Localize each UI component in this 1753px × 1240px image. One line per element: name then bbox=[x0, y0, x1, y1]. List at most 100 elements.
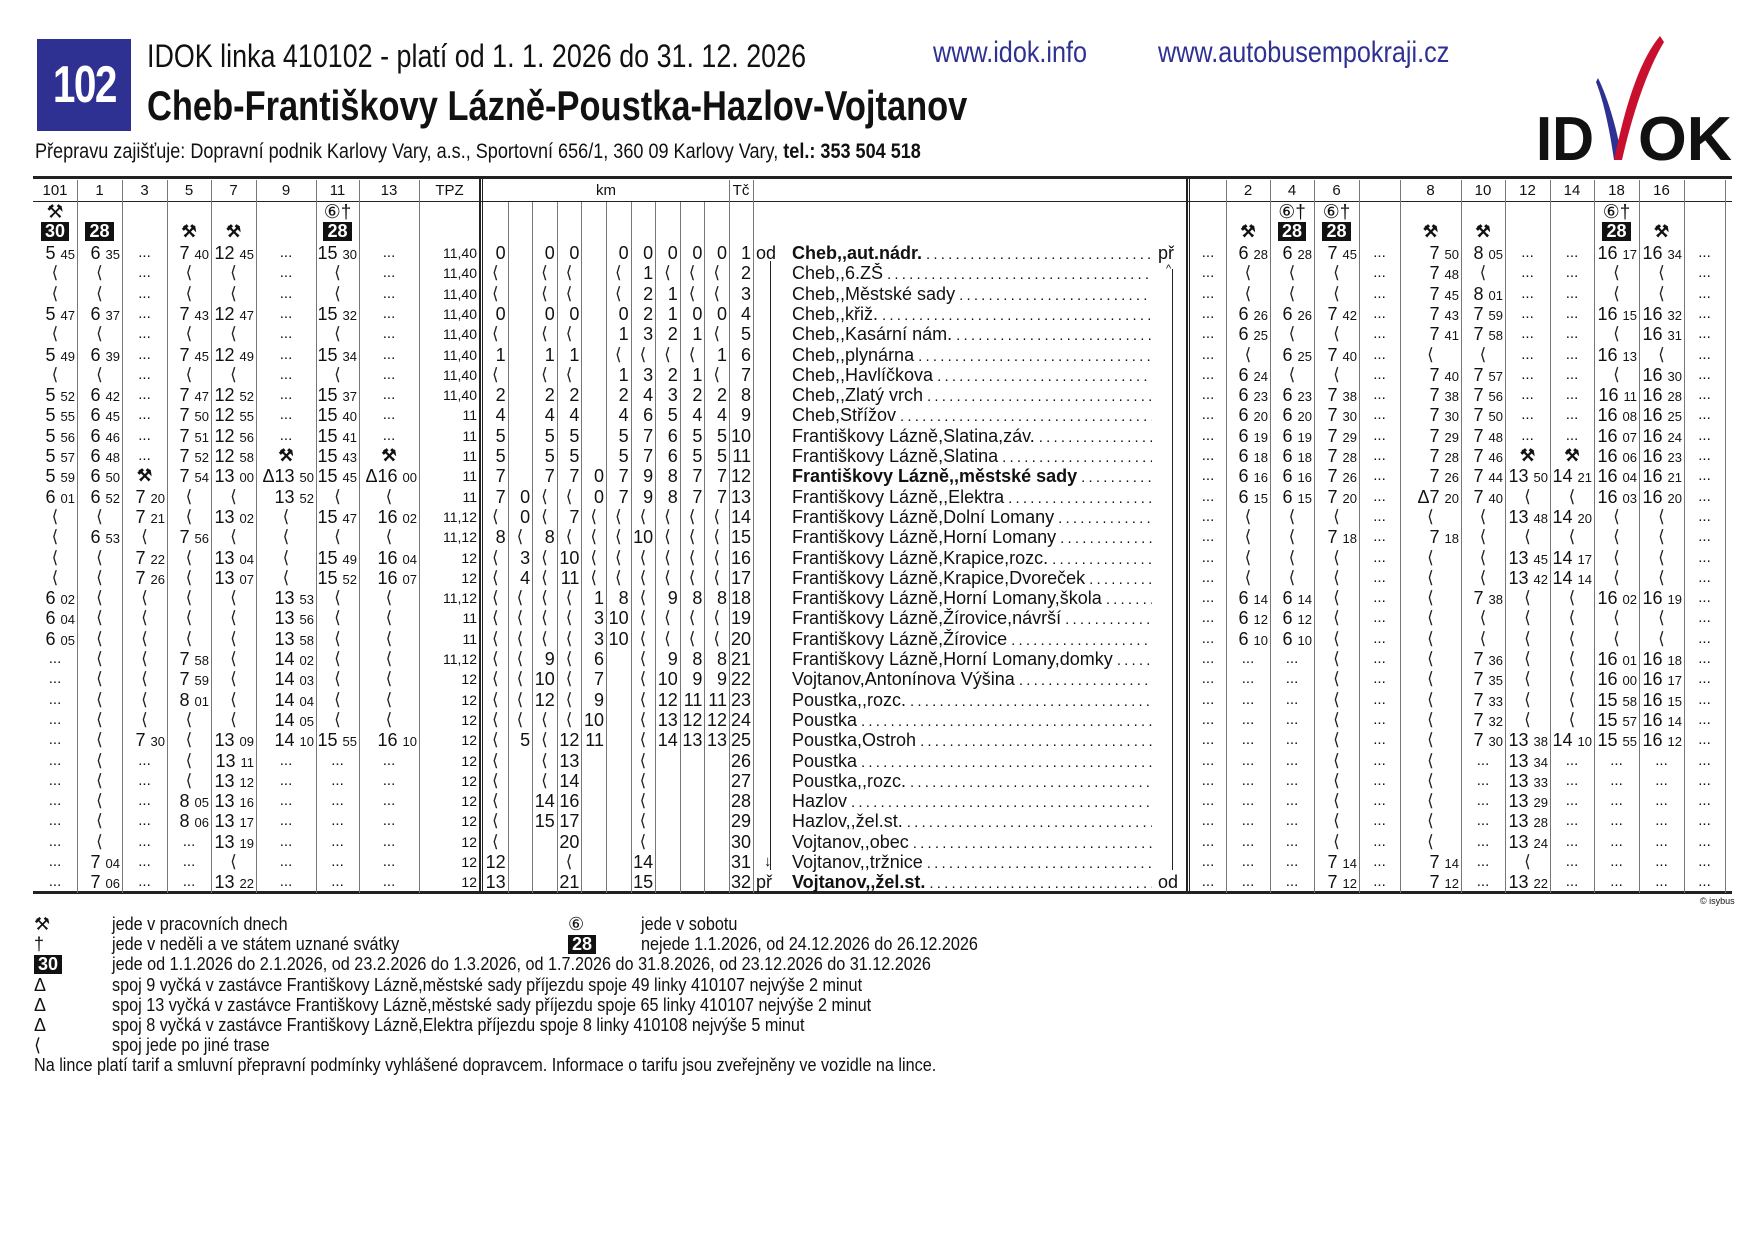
column-divider bbox=[753, 180, 754, 893]
stop-name[interactable]: Františkovy Lázně,Žírovice..............… bbox=[792, 629, 1152, 649]
time-cell: ... bbox=[1476, 832, 1490, 850]
link-autobusempokraji[interactable]: www.autobusempokraji.cz bbox=[1158, 36, 1450, 69]
km-cell: 2 bbox=[692, 385, 703, 406]
time-cell: ⟨ bbox=[334, 324, 341, 344]
minute: 53 bbox=[299, 592, 314, 608]
stop-name[interactable]: Poustka,Ostroh..........................… bbox=[792, 730, 1152, 750]
time-cell: ... bbox=[48, 832, 62, 850]
hour: 15 bbox=[1597, 689, 1623, 710]
hour: 6 bbox=[1282, 466, 1298, 487]
stop-name[interactable]: Poustka.................................… bbox=[792, 710, 1152, 730]
hour: 7 bbox=[1473, 303, 1489, 324]
stop-tc: 11 bbox=[732, 446, 751, 466]
stop-name[interactable]: Františkovy Lázně,Dolní Lomany..........… bbox=[792, 507, 1152, 527]
stop-name[interactable]: Cheb,,Zlatý vrch........................… bbox=[792, 385, 1152, 405]
operator-info: Přepravu zajišťuje: Dopravní podnik Karl… bbox=[35, 140, 1065, 164]
time-cell: ... bbox=[1241, 731, 1255, 749]
stop-name[interactable]: Františkovy Lázně,Slatina...............… bbox=[792, 446, 1152, 466]
minute: 40 bbox=[342, 409, 357, 425]
stop-name[interactable]: Vojtanov,,žel.st........................… bbox=[792, 872, 1152, 892]
time-cell: ... bbox=[1655, 812, 1668, 830]
time-cell: ⟨ bbox=[141, 709, 148, 729]
stop-tc: 19 bbox=[730, 608, 751, 629]
stop-name[interactable]: Cheb,,plynárna..........................… bbox=[792, 345, 1152, 365]
legend-text: jede v neděli a ve státem uznané svátky bbox=[112, 934, 400, 955]
time-cell: 7 48 bbox=[1400, 263, 1461, 283]
hour: Δ13 bbox=[262, 466, 300, 487]
route-name: Cheb-Františkovy Lázně-Poustka-Hazlov-Vo… bbox=[147, 82, 1147, 130]
time-cell: ⟨ bbox=[334, 364, 341, 384]
time-cell: 6 19 bbox=[1270, 426, 1314, 446]
minute: 52 bbox=[105, 490, 120, 506]
stop-name[interactable]: Františkovy Lázně,Žírovice,návrší.......… bbox=[792, 608, 1152, 628]
km-cell: 0 bbox=[495, 243, 506, 263]
stop-name[interactable]: Poustka,,rozc...........................… bbox=[792, 771, 1152, 791]
dot-leader: ........................................… bbox=[956, 327, 1152, 345]
minute: 18 bbox=[1444, 531, 1459, 547]
stop-name[interactable]: Vojtanov,Antonínova Výšina..............… bbox=[792, 669, 1152, 689]
time-cell: ⟨ bbox=[1244, 283, 1252, 303]
stop-name[interactable]: Františkovy Lázně,Horní Lomany,domky....… bbox=[792, 649, 1152, 669]
stop-name[interactable]: Cheb,,Havlíčkova........................… bbox=[792, 365, 1152, 385]
time-cell: ... bbox=[1698, 853, 1711, 870]
time-cell: ... bbox=[1565, 325, 1579, 343]
time-cell: ⟨ bbox=[385, 608, 393, 628]
time-cell: ... bbox=[1373, 731, 1386, 749]
time-cell: 16 01 bbox=[1594, 649, 1639, 669]
minute: 08 bbox=[1622, 409, 1637, 425]
time-cell: ⟨ bbox=[96, 811, 103, 831]
time-cell: ⟨ bbox=[96, 709, 103, 729]
stop-tc: 18 bbox=[730, 588, 751, 609]
minute: 56 bbox=[299, 612, 314, 628]
stop-name[interactable]: Hazlov..................................… bbox=[792, 791, 1152, 811]
time-cell: ... bbox=[1201, 792, 1215, 810]
stop-name-text: Františkovy Lázně,Slatina,záv. bbox=[792, 425, 1035, 446]
time-cell: ⟨ bbox=[1427, 689, 1434, 709]
stop-name[interactable]: Poustka.................................… bbox=[792, 751, 1152, 771]
time-cell: ⟨ bbox=[1427, 831, 1434, 851]
hour: 13 bbox=[1508, 791, 1534, 812]
minute: 22 bbox=[150, 551, 165, 567]
stop-name[interactable]: Vojtanov,,tržnice.......................… bbox=[792, 852, 1152, 872]
stop-name[interactable]: Cheb,Střížov............................… bbox=[792, 405, 1152, 425]
stop-name[interactable]: Cheb,,Městské sady......................… bbox=[792, 284, 1152, 304]
stop-name[interactable]: Cheb,,křiž..............................… bbox=[792, 304, 1152, 324]
km-cell: ⟨ bbox=[565, 852, 573, 871]
column-divider bbox=[507, 202, 509, 893]
time-cell: 7 43 bbox=[1400, 304, 1461, 324]
link-idok[interactable]: www.idok.info bbox=[933, 36, 1088, 69]
hour: 13 bbox=[1508, 872, 1534, 893]
time-cell: ... bbox=[1373, 609, 1386, 627]
time-cell: 7 33 bbox=[1461, 690, 1505, 710]
stop-name[interactable]: Františkovy Lázně,,městské sady.........… bbox=[792, 466, 1152, 486]
stop-tc: 30 bbox=[730, 831, 751, 852]
time-cell: ... bbox=[1241, 771, 1255, 789]
stop-name[interactable]: Františkovy Lázně,,Elektra..............… bbox=[792, 487, 1152, 507]
stop-name[interactable]: Františkovy Lázně,Horní Lomany..........… bbox=[792, 527, 1152, 547]
stop-name[interactable]: Františkovy Lázně,Slatina,záv...........… bbox=[792, 426, 1152, 446]
km-cell: 5 bbox=[692, 446, 703, 466]
stop-name[interactable]: Františkovy Lázně,Krapice,Dvoreček......… bbox=[792, 568, 1152, 588]
km-cell: ⟨ bbox=[713, 263, 720, 283]
stop-name[interactable]: Františkovy Lázně,Horní Lomany,škola....… bbox=[792, 588, 1152, 608]
stop-name[interactable]: Cheb,,aut.nádr..........................… bbox=[792, 243, 1152, 263]
stop-name[interactable]: Cheb,,6.ZŠ..............................… bbox=[792, 263, 1152, 283]
minute: 28 bbox=[1667, 389, 1682, 405]
minute: 30 bbox=[1667, 368, 1682, 384]
time-cell: ... bbox=[1201, 589, 1215, 607]
time-cell: ⟨ bbox=[185, 709, 193, 729]
stop-name[interactable]: Cheb,,Kasární nám.......................… bbox=[792, 324, 1152, 344]
stop-name[interactable]: Poustka,,rozc...........................… bbox=[792, 690, 1152, 710]
trip-mark-top: ⑥† bbox=[1602, 202, 1631, 223]
time-cell: ... bbox=[138, 284, 151, 302]
time-cell: 6 45 bbox=[77, 405, 122, 425]
stop-name[interactable]: Hazlov,,žel.st..........................… bbox=[792, 811, 1152, 831]
time-cell: 13 33 bbox=[1505, 771, 1550, 791]
hour: 6 bbox=[90, 425, 106, 446]
km-cell: ⟨ bbox=[491, 364, 499, 384]
time-cell: ⟨ bbox=[1427, 791, 1434, 811]
time-cell: ⟨ bbox=[1288, 263, 1296, 283]
stop-name[interactable]: Vojtanov,,obec..........................… bbox=[792, 832, 1152, 852]
km-cell: ⟨ bbox=[491, 649, 499, 668]
stop-name[interactable]: Františkovy Lázně,Krapice,rozc..........… bbox=[792, 548, 1152, 568]
